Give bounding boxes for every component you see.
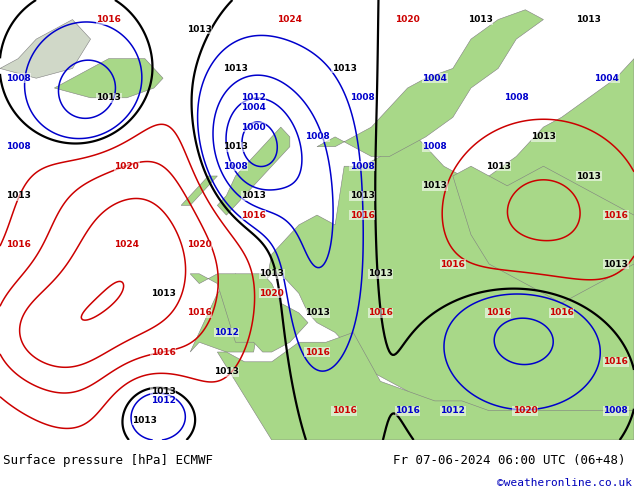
Text: 1008: 1008 [223, 162, 248, 171]
Polygon shape [190, 274, 308, 352]
Text: 1024: 1024 [277, 15, 302, 24]
Text: 1020: 1020 [259, 289, 284, 298]
Polygon shape [317, 10, 543, 156]
Text: 1008: 1008 [604, 406, 628, 415]
Polygon shape [55, 59, 163, 98]
Text: 1008: 1008 [350, 93, 375, 102]
Polygon shape [190, 59, 634, 440]
Polygon shape [181, 176, 217, 205]
Text: 1013: 1013 [223, 142, 248, 151]
Text: 1013: 1013 [223, 64, 248, 73]
Text: 1013: 1013 [422, 181, 447, 190]
Text: 1008: 1008 [422, 142, 447, 151]
Text: 1013: 1013 [151, 289, 176, 298]
Text: ©weatheronline.co.uk: ©weatheronline.co.uk [497, 477, 632, 488]
Text: 1012: 1012 [441, 406, 465, 415]
Text: 1012: 1012 [151, 396, 176, 405]
Text: 1013: 1013 [241, 191, 266, 200]
Text: 1016: 1016 [395, 406, 420, 415]
Text: 1013: 1013 [332, 64, 356, 73]
Text: 1013: 1013 [259, 270, 284, 278]
Polygon shape [217, 127, 290, 215]
Text: 1016: 1016 [241, 211, 266, 220]
Text: 1004: 1004 [241, 103, 266, 112]
Text: 1016: 1016 [187, 308, 212, 318]
Text: 1013: 1013 [468, 15, 493, 24]
Text: 1016: 1016 [304, 347, 330, 357]
Text: 1016: 1016 [441, 260, 465, 269]
Text: 1016: 1016 [350, 211, 375, 220]
Text: 1020: 1020 [187, 240, 212, 249]
Text: 1020: 1020 [513, 406, 538, 415]
Text: 1016: 1016 [332, 406, 356, 415]
Text: 1013: 1013 [6, 191, 30, 200]
Text: 1016: 1016 [549, 308, 574, 318]
Text: 1013: 1013 [214, 367, 239, 376]
Text: 1012: 1012 [241, 93, 266, 102]
Text: 1024: 1024 [114, 240, 139, 249]
Text: Surface pressure [hPa] ECMWF: Surface pressure [hPa] ECMWF [3, 454, 213, 467]
Text: Fr 07-06-2024 06:00 UTC (06+48): Fr 07-06-2024 06:00 UTC (06+48) [393, 454, 626, 467]
Text: 1013: 1013 [576, 15, 601, 24]
Text: 1013: 1013 [187, 25, 212, 34]
Text: 1013: 1013 [486, 162, 510, 171]
Text: 1008: 1008 [304, 132, 330, 142]
Text: 1013: 1013 [96, 93, 121, 102]
Text: 1008: 1008 [504, 93, 529, 102]
Text: 1016: 1016 [486, 308, 510, 318]
Text: 1020: 1020 [114, 162, 139, 171]
Text: 1013: 1013 [604, 260, 628, 269]
Text: 1016: 1016 [6, 240, 30, 249]
Text: 1013: 1013 [576, 172, 601, 180]
Text: 1013: 1013 [368, 270, 393, 278]
Text: 1013: 1013 [151, 387, 176, 395]
Text: 1016: 1016 [604, 357, 628, 367]
Text: 1016: 1016 [96, 15, 121, 24]
Text: 1016: 1016 [151, 347, 176, 357]
Text: 1016: 1016 [368, 308, 393, 318]
Text: 1016: 1016 [604, 211, 628, 220]
Text: 1013: 1013 [304, 308, 330, 318]
Text: 1000: 1000 [242, 122, 266, 132]
Text: 1008: 1008 [6, 74, 30, 83]
Text: 1008: 1008 [350, 162, 375, 171]
Text: 1004: 1004 [595, 74, 619, 83]
Text: 1013: 1013 [350, 191, 375, 200]
Polygon shape [217, 332, 634, 440]
Text: 1004: 1004 [422, 74, 447, 83]
Text: 1020: 1020 [395, 15, 420, 24]
Polygon shape [0, 20, 91, 78]
Polygon shape [453, 166, 634, 303]
Text: 1013: 1013 [133, 416, 157, 425]
Text: 1008: 1008 [6, 142, 30, 151]
Text: 1012: 1012 [214, 328, 239, 337]
Text: 1013: 1013 [531, 132, 556, 142]
